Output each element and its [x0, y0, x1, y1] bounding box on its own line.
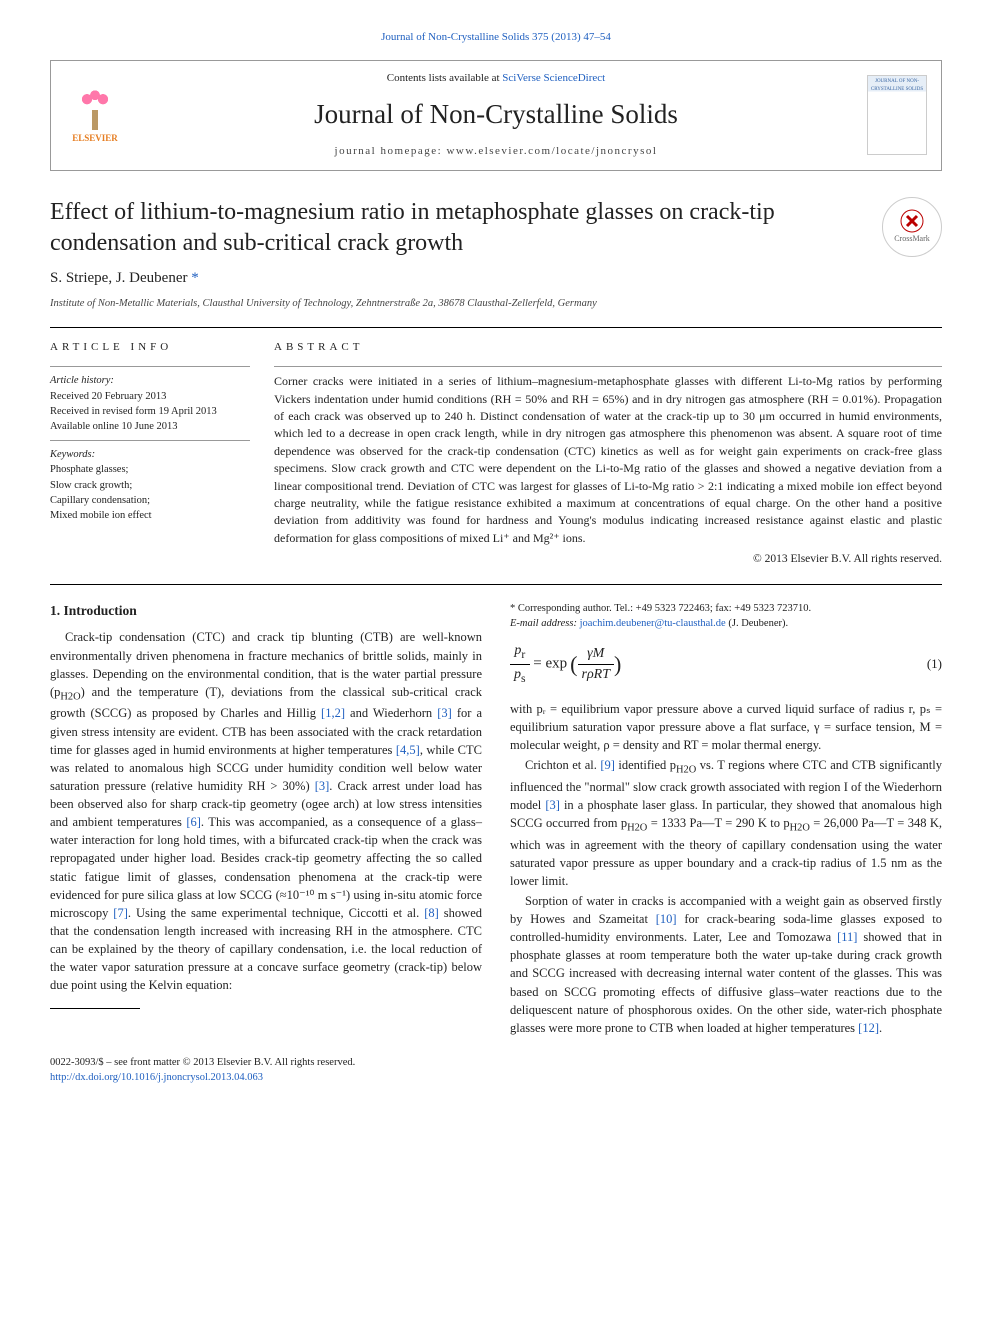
banner-center: Contents lists available at SciVerse Sci…: [141, 71, 851, 160]
footnotes: * Corresponding author. Tel.: +49 5323 7…: [510, 601, 942, 631]
history-revised: Received in revised form 19 April 2013: [50, 404, 250, 419]
publisher-logo[interactable]: ELSEVIER: [65, 82, 125, 148]
crossmark-icon: [900, 209, 924, 233]
article-info-heading: ARTICLE INFO: [50, 340, 250, 356]
journal-homepage: journal homepage: www.elsevier.com/locat…: [141, 144, 851, 160]
thin-rule: [50, 440, 250, 441]
ref-link[interactable]: [12]: [858, 1021, 879, 1035]
section-rule: [50, 327, 942, 328]
ref-link[interactable]: [10]: [656, 912, 677, 926]
history-online: Available online 10 June 2013: [50, 419, 250, 434]
ref-link[interactable]: [1,2]: [321, 706, 345, 720]
text-run: showed that in phosphate glasses at room…: [510, 930, 942, 1035]
email-link[interactable]: joachim.deubener@tu-clausthal.de: [580, 618, 726, 629]
article-title: Effect of lithium-to-magnesium ratio in …: [50, 197, 862, 258]
footer-copyright: 0022-3093/$ – see front matter © 2013 El…: [50, 1055, 942, 1070]
keywords-label: Keywords:: [50, 449, 95, 460]
email-label: E-mail address:: [510, 618, 580, 629]
ref-link[interactable]: [4,5]: [396, 743, 420, 757]
text-run: . This was accompanied, as a consequence…: [50, 815, 482, 920]
ref-link[interactable]: [3]: [545, 798, 560, 812]
publisher-logo-text: ELSEVIER: [72, 132, 118, 145]
journal-banner: ELSEVIER Contents lists available at Sci…: [50, 60, 942, 171]
equation-number: (1): [927, 655, 942, 674]
keywords-list: Phosphate glasses; Slow crack growth; Ca…: [50, 462, 250, 523]
text-run: identified p: [615, 758, 676, 772]
text-run: . Using the same experimental technique,…: [128, 906, 424, 920]
text-run: and Wiederhorn: [345, 706, 437, 720]
body-paragraph: with pᵣ = equilibrium vapor pressure abo…: [510, 700, 942, 754]
sciencedirect-link[interactable]: SciVerse ScienceDirect: [502, 72, 605, 84]
affiliation: Institute of Non-Metallic Materials, Cla…: [50, 296, 942, 311]
corresponding-author-mark[interactable]: *: [191, 270, 199, 286]
corresponding-author-footnote: * Corresponding author. Tel.: +49 5323 7…: [510, 601, 942, 616]
elsevier-tree-icon: [75, 86, 115, 130]
text-run: = 1333 Pa—T = 290 K to p: [647, 816, 789, 830]
body-paragraph: Crack-tip condensation (CTC) and crack t…: [50, 628, 482, 994]
text-run: Crichton et al.: [525, 758, 600, 772]
page-footer: 0022-3093/$ – see front matter © 2013 El…: [50, 1055, 942, 1085]
equation-1: prps = exp (γMrρRT) (1): [510, 641, 942, 687]
contents-prefix: Contents lists available at: [387, 72, 502, 84]
ref-link[interactable]: [3]: [315, 779, 330, 793]
thin-rule: [274, 366, 942, 367]
ref-link[interactable]: [3]: [437, 706, 452, 720]
ref-link[interactable]: [8]: [424, 906, 439, 920]
history-received: Received 20 February 2013: [50, 389, 250, 404]
section-heading-introduction: 1. Introduction: [50, 601, 482, 621]
body-paragraph: Sorption of water in cracks is accompani…: [510, 892, 942, 1037]
running-header: Journal of Non-Crystalline Solids 375 (2…: [50, 30, 942, 46]
ref-link[interactable]: [11]: [837, 930, 857, 944]
journal-cover-thumb[interactable]: JOURNAL OF NON-CRYSTALLINE SOLIDS: [867, 75, 927, 155]
journal-name: Journal of Non-Crystalline Solids: [141, 95, 851, 134]
email-suffix: (J. Deubener).: [726, 618, 788, 629]
abstract-text: Corner cracks were initiated in a series…: [274, 373, 942, 547]
abstract-heading: ABSTRACT: [274, 340, 942, 356]
ref-link[interactable]: [6]: [186, 815, 201, 829]
text-run: .: [879, 1021, 882, 1035]
author-names: S. Striepe, J. Deubener: [50, 270, 191, 286]
body-two-column: 1. Introduction Crack-tip condensation (…: [50, 601, 942, 1037]
doi-link[interactable]: http://dx.doi.org/10.1016/j.jnoncrysol.2…: [50, 1072, 263, 1083]
authors-line: S. Striepe, J. Deubener *: [50, 268, 942, 290]
section-rule: [50, 584, 942, 585]
article-info-column: ARTICLE INFO Article history: Received 2…: [50, 340, 250, 568]
equation-expression: prps = exp (γMrρRT): [510, 641, 621, 687]
ref-link[interactable]: [7]: [113, 906, 128, 920]
thin-rule: [50, 366, 250, 367]
abstract-copyright: © 2013 Elsevier B.V. All rights reserved…: [274, 551, 942, 568]
history-label: Article history:: [50, 375, 114, 386]
contents-line: Contents lists available at SciVerse Sci…: [141, 71, 851, 87]
citation-link[interactable]: Journal of Non-Crystalline Solids 375 (2…: [381, 31, 611, 43]
footnote-separator: [50, 1008, 140, 1009]
crossmark-label: CrossMark: [894, 233, 930, 245]
ref-link[interactable]: [9]: [600, 758, 615, 772]
crossmark-badge[interactable]: CrossMark: [882, 197, 942, 257]
abstract-column: ABSTRACT Corner cracks were initiated in…: [274, 340, 942, 568]
body-paragraph: Crichton et al. [9] identified pH2O vs. …: [510, 756, 942, 890]
